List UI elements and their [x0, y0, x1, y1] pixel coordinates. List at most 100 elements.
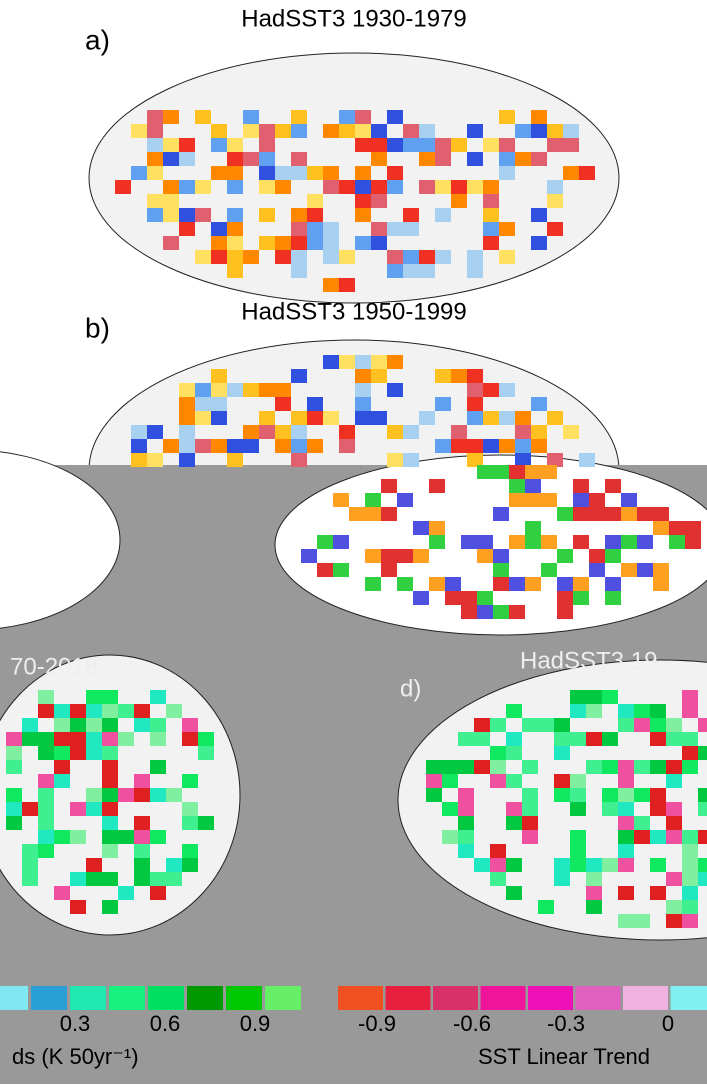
- grid-cell: [179, 411, 195, 425]
- grid-cell: [403, 264, 419, 278]
- grid-cell: [134, 788, 150, 802]
- grid-cell: [499, 383, 515, 397]
- grid-cell: [506, 816, 522, 830]
- grid-cell: [682, 914, 698, 928]
- grid-cell: [467, 411, 483, 425]
- grid-cell: [134, 858, 150, 872]
- grid-cell: [531, 208, 547, 222]
- grid-cell: [86, 858, 102, 872]
- grid-cell: [669, 507, 685, 521]
- grid-cell: [291, 369, 307, 383]
- grid-cell: [653, 507, 669, 521]
- grid-cell: [182, 844, 198, 858]
- grid-cell: [483, 383, 499, 397]
- grid-cell: [602, 760, 618, 774]
- grid-cell: [211, 411, 227, 425]
- grid-cell: [387, 250, 403, 264]
- grid-cell: [86, 690, 102, 704]
- grid-cell: [355, 194, 371, 208]
- grid-cell: [493, 549, 509, 563]
- grid-cell: [6, 802, 22, 816]
- grid-cell: [150, 872, 166, 886]
- grid-cell: [227, 250, 243, 264]
- grid-cell: [211, 236, 227, 250]
- grid-cell: [339, 110, 355, 124]
- grid-cell: [531, 439, 547, 453]
- grid-cell: [698, 718, 707, 732]
- grid-cell: [499, 439, 515, 453]
- grid-cell: [355, 208, 371, 222]
- grid-cell: [118, 704, 134, 718]
- grid-cell: [259, 411, 275, 425]
- grid-cell: [147, 208, 163, 222]
- grid-cell: [429, 521, 445, 535]
- grid-cell: [467, 180, 483, 194]
- grid-cell: [259, 152, 275, 166]
- grid-cell: [477, 507, 493, 521]
- grid-cell: [150, 886, 166, 900]
- grid-cell: [669, 521, 685, 535]
- grid-cell: [490, 760, 506, 774]
- colorbar-swatch: [338, 986, 383, 1010]
- grid-cell: [557, 577, 573, 591]
- grid-cell: [586, 872, 602, 886]
- grid-cell: [198, 746, 214, 760]
- grid-cell: [442, 774, 458, 788]
- grid-cell: [38, 746, 54, 760]
- grid-cell: [499, 110, 515, 124]
- grid-cell: [477, 591, 493, 605]
- grid-cell: [461, 605, 477, 619]
- grid-cell: [682, 746, 698, 760]
- grid-cell: [211, 369, 227, 383]
- grid-cell: [586, 690, 602, 704]
- grid-cell: [557, 549, 573, 563]
- grid-cell: [323, 355, 339, 369]
- panel-title: HadSST3 1930-1979: [241, 5, 467, 32]
- grid-cell: [179, 152, 195, 166]
- grid-cell: [291, 236, 307, 250]
- grid-cell: [419, 180, 435, 194]
- grid-cell: [650, 830, 666, 844]
- grid-cell: [477, 549, 493, 563]
- grid-cell: [579, 453, 595, 467]
- grid-cell: [605, 549, 621, 563]
- grid-cell: [586, 732, 602, 746]
- grid-cell: [227, 180, 243, 194]
- grid-cell: [637, 535, 653, 549]
- grid-cell: [570, 774, 586, 788]
- grid-cell: [355, 383, 371, 397]
- grid-cell: [467, 439, 483, 453]
- grid-cell: [371, 152, 387, 166]
- grid-cell: [419, 138, 435, 152]
- colorbar-swatch: [576, 986, 621, 1010]
- grid-cell: [259, 236, 275, 250]
- grid-cell: [323, 222, 339, 236]
- colorbar-swatch: [70, 986, 106, 1010]
- grid-cell: [483, 194, 499, 208]
- panel-label: a): [85, 24, 110, 55]
- grid-cell: [474, 732, 490, 746]
- grid-cell: [570, 802, 586, 816]
- grid-cell: [275, 439, 291, 453]
- grid-cell: [102, 690, 118, 704]
- grid-cell: [227, 138, 243, 152]
- grid-cell: [618, 704, 634, 718]
- grid-cell: [458, 802, 474, 816]
- grid-cell: [227, 152, 243, 166]
- grid-cell: [506, 802, 522, 816]
- grid-cell: [682, 858, 698, 872]
- grid-cell: [333, 563, 349, 577]
- grid-cell: [451, 369, 467, 383]
- grid-cell: [243, 124, 259, 138]
- grid-cell: [182, 802, 198, 816]
- grid-cell: [102, 774, 118, 788]
- grid-cell: [307, 397, 323, 411]
- grid-cell: [6, 732, 22, 746]
- grid-cell: [531, 425, 547, 439]
- grid-cell: [618, 788, 634, 802]
- grid-cell: [634, 718, 650, 732]
- panel-title: HadSST3 19: [520, 647, 657, 674]
- grid-cell: [150, 830, 166, 844]
- grid-cell: [198, 816, 214, 830]
- grid-cell: [275, 236, 291, 250]
